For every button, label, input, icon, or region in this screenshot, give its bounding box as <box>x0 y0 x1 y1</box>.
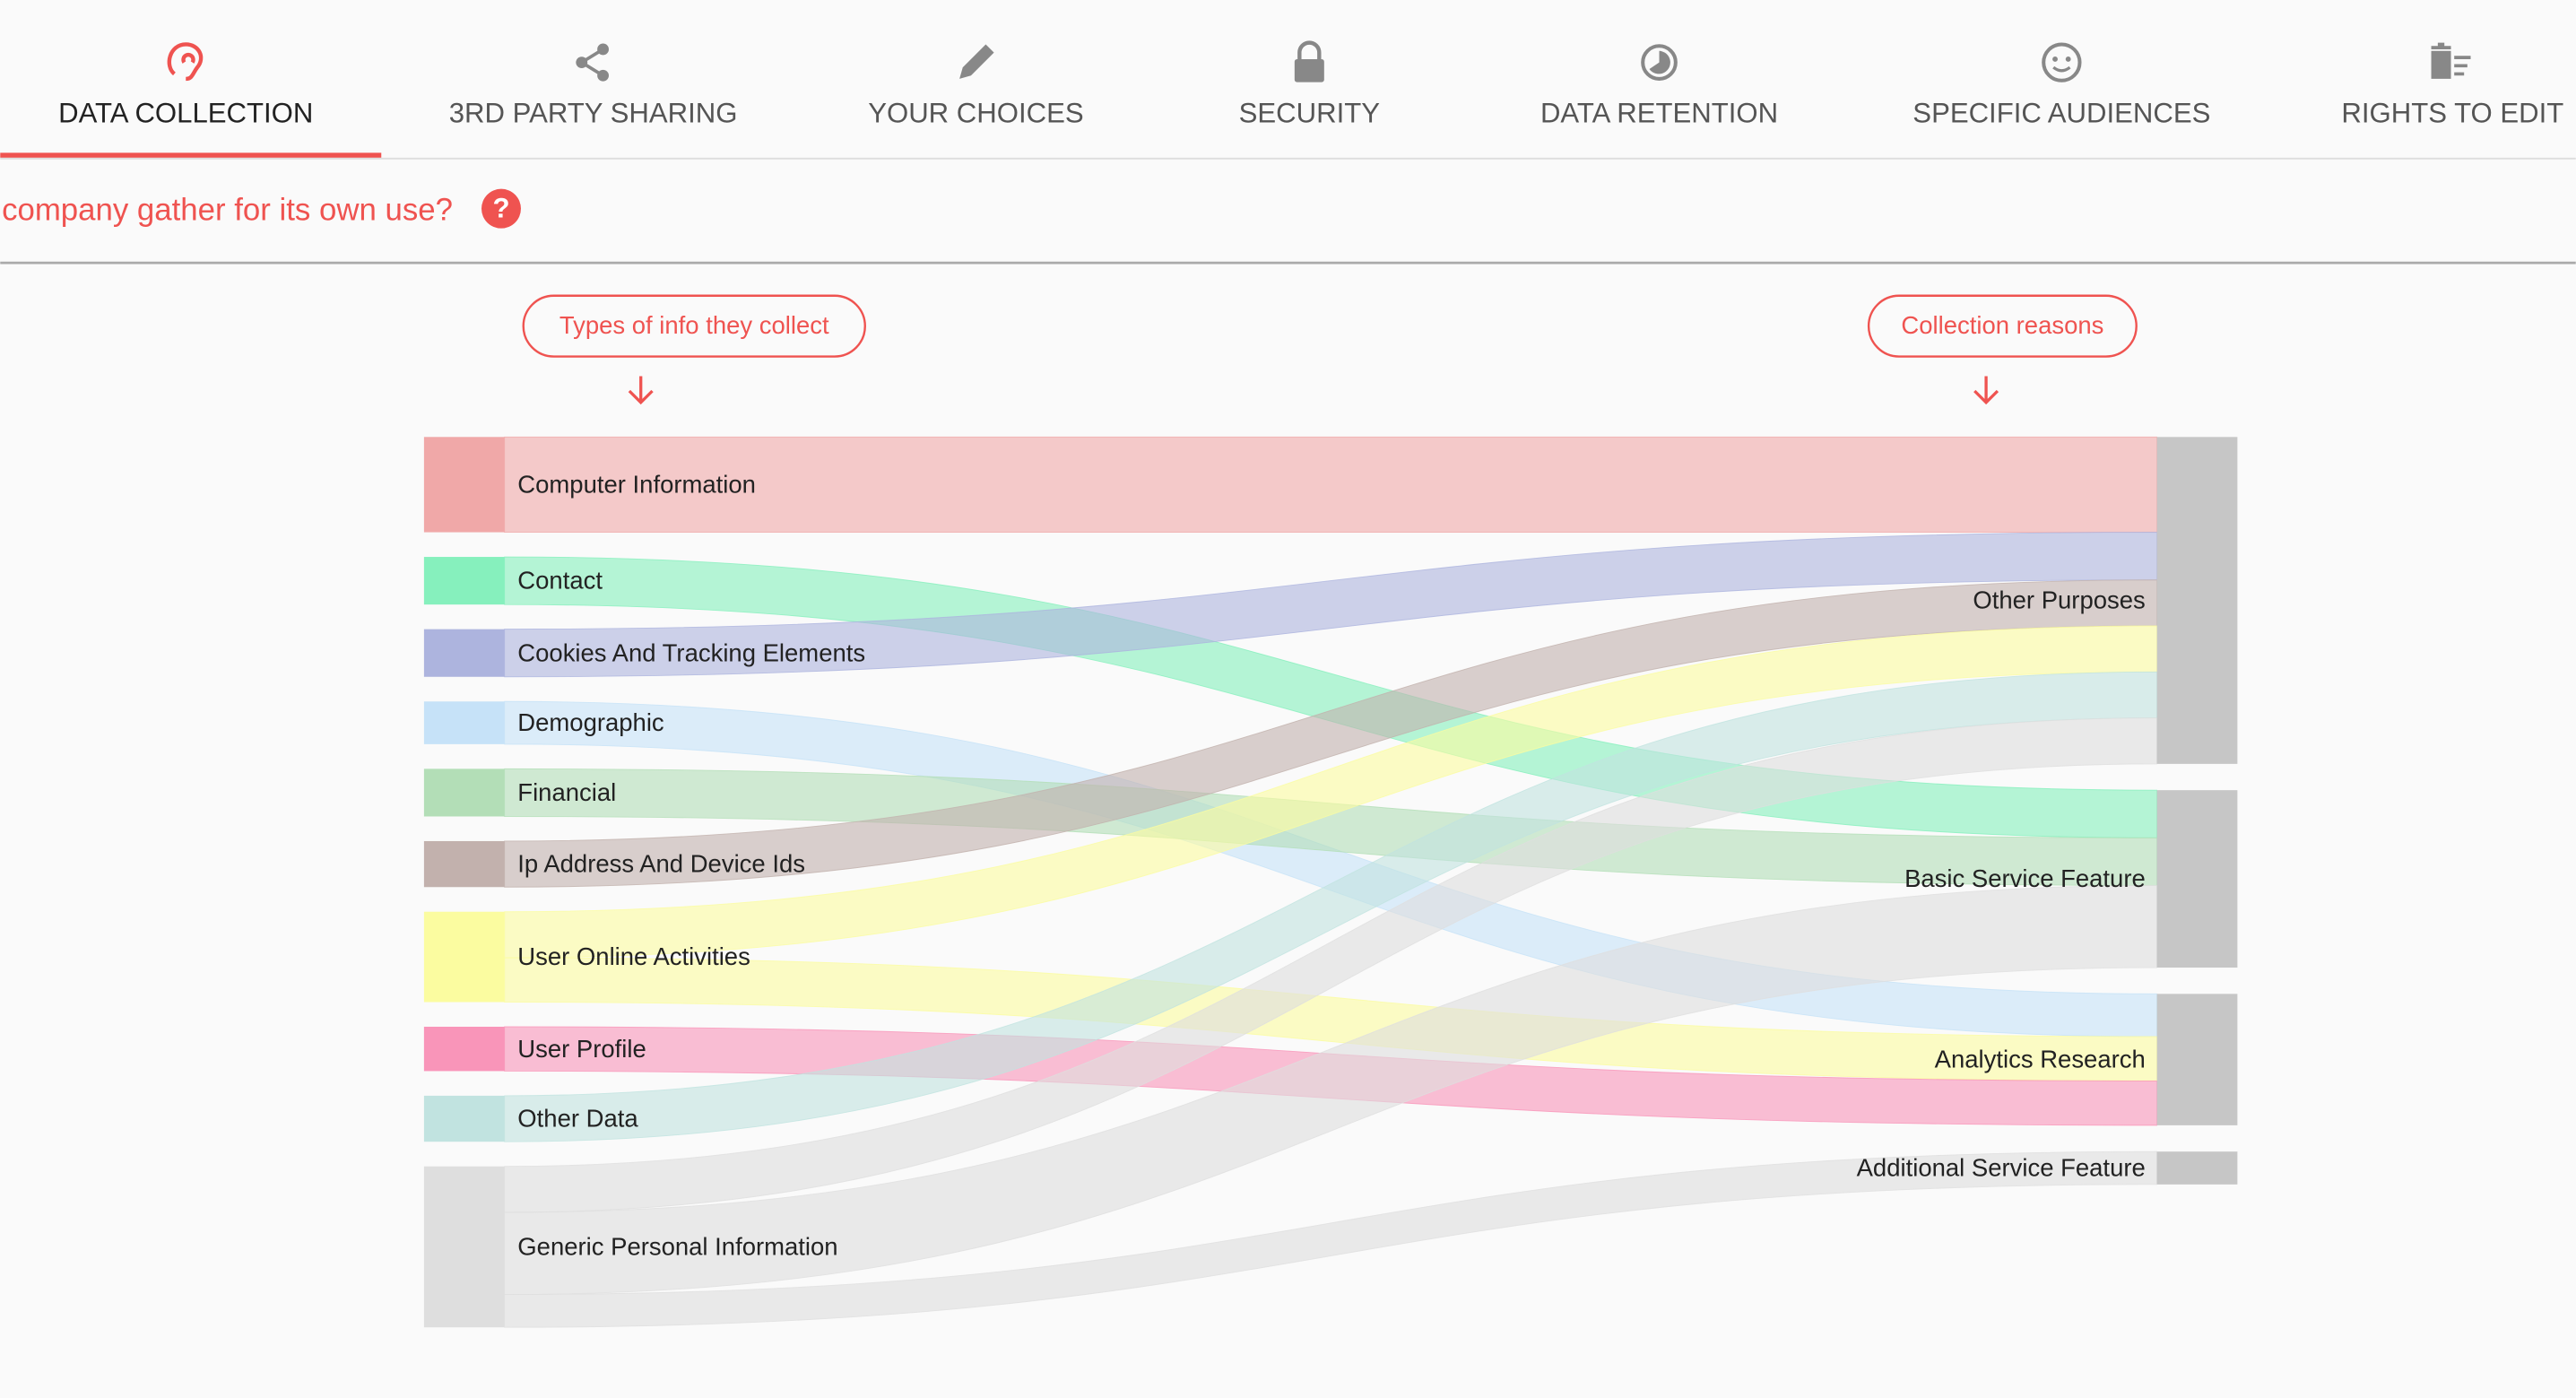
question: company gather for its own use? <box>2 193 453 228</box>
pill: Types of info they collect <box>522 294 866 405</box>
source-node <box>423 1026 505 1072</box>
source-node <box>423 701 505 744</box>
target-node <box>2156 1151 2238 1185</box>
source-label: Ip Address And Device Ids <box>517 850 805 878</box>
tab[interactable]: DATA COLLECTION <box>58 42 313 128</box>
icon <box>2431 42 2471 79</box>
source-label: User Profile <box>517 1035 646 1063</box>
help-circle <box>481 188 521 229</box>
source-node <box>423 1166 505 1328</box>
source-node <box>423 437 505 533</box>
arrow <box>628 376 654 405</box>
target-node <box>2156 790 2238 968</box>
pill-border <box>522 294 866 358</box>
links <box>504 436 2158 1328</box>
source-label: Demographic <box>517 708 664 736</box>
icon <box>959 44 994 79</box>
pill-label: Types of info they collect <box>559 311 829 339</box>
tab-label: YOUR CHOICES <box>868 97 1083 128</box>
icon <box>1297 40 1322 59</box>
tab-label: SPECIFIC AUDIENCES <box>1912 97 2210 128</box>
tab[interactable]: RIGHTS TO EDIT <box>2341 42 2563 128</box>
icon <box>167 42 204 82</box>
source-label: Other Data <box>517 1105 638 1133</box>
source-label: Computer Information <box>517 471 756 499</box>
tab[interactable]: SPECIFIC AUDIENCES <box>1912 42 2210 128</box>
icon <box>1641 44 1678 81</box>
help-icon: ? <box>492 193 509 224</box>
source-node <box>423 1095 505 1142</box>
icon <box>1294 58 1324 82</box>
tab[interactable]: DATA RETENTION <box>1540 44 1778 128</box>
active-tab-indicator <box>0 152 382 158</box>
pill: Collection reasons <box>1867 294 2138 405</box>
tab[interactable]: YOUR CHOICES <box>868 44 1084 128</box>
target-label: Basic Service Feature <box>1904 864 2146 892</box>
target-label: Other Purposes <box>1973 586 2145 614</box>
target-label: Additional Service Feature <box>1857 1154 2146 1182</box>
target-node <box>2156 437 2238 764</box>
nodes: Computer Information Contact Cookies And T… <box>423 437 2238 1328</box>
source-label: Financial <box>517 778 616 806</box>
icon <box>1649 50 1670 74</box>
source-label: Generic Personal Information <box>517 1233 837 1261</box>
source-node <box>423 840 505 888</box>
tab[interactable]: SECURITY <box>1239 40 1381 129</box>
source-label: User Online Activities <box>517 942 750 970</box>
arrow <box>1973 376 1999 405</box>
source-node <box>423 768 505 817</box>
tab-label: 3RD PARTY SHARING <box>449 97 738 128</box>
pill-label: Collection reasons <box>1901 311 2103 339</box>
tab-label: DATA RETENTION <box>1540 97 1778 128</box>
source-node <box>423 629 505 677</box>
target-node <box>2156 994 2238 1125</box>
tab-label: SECURITY <box>1239 97 1381 128</box>
source-node <box>423 557 505 605</box>
target-label: Analytics Research <box>1935 1046 2146 1073</box>
help-button[interactable]: ? <box>481 188 521 229</box>
source-label: Cookies And Tracking Elements <box>517 638 865 666</box>
pill-border <box>1867 294 2138 358</box>
tab[interactable]: 3RD PARTY SHARING <box>449 43 738 129</box>
source-node <box>423 911 505 1003</box>
icon <box>576 43 609 82</box>
tab-label: DATA COLLECTION <box>58 97 313 128</box>
icon <box>2042 42 2082 82</box>
tab-label: RIGHTS TO EDIT <box>2341 97 2563 128</box>
source-label: Contact <box>517 567 603 595</box>
tab-bar: DATA COLLECTION 3RD PARTY SHARING YOUR C… <box>0 40 2576 160</box>
